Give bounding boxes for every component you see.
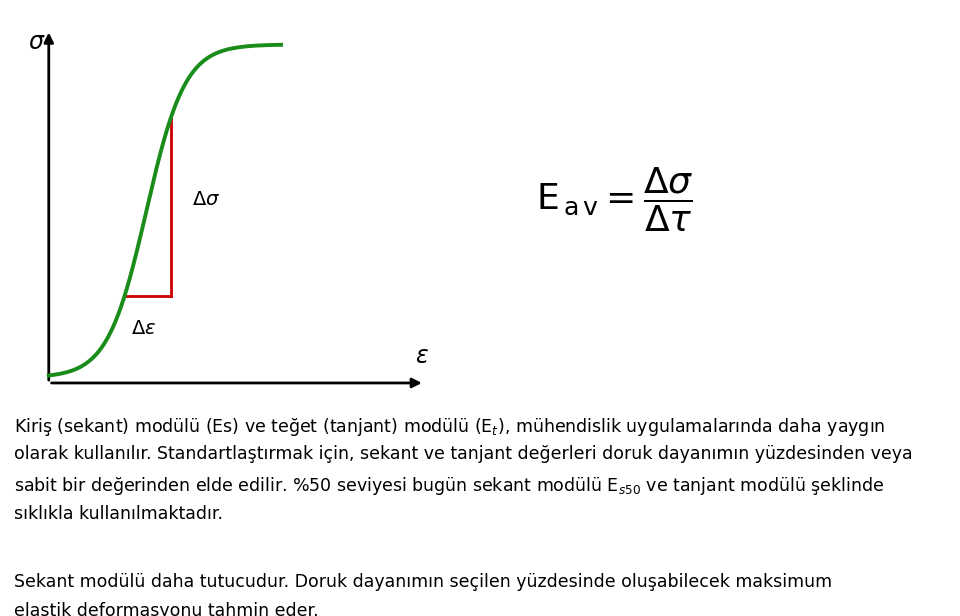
Text: Kiriş (sekant) modülü (Es) ve teğet (tanjant) modülü (E$_t$), mühendislik uygula: Kiriş (sekant) modülü (Es) ve teğet (tan… bbox=[14, 416, 886, 438]
Text: $\Delta\varepsilon$: $\Delta\varepsilon$ bbox=[131, 319, 156, 338]
Text: $\mathrm{E}_{\,\mathrm{a\,v}} = \dfrac{\Delta\sigma}{\Delta\tau}$: $\mathrm{E}_{\,\mathrm{a\,v}} = \dfrac{\… bbox=[536, 166, 693, 233]
Text: $\sigma$: $\sigma$ bbox=[28, 30, 45, 54]
Text: sıklıkla kullanılmaktadır.: sıklıkla kullanılmaktadır. bbox=[14, 505, 224, 522]
Text: Sekant modülü daha tutucudur. Doruk dayanımın seçilen yüzdesinde oluşabilecek ma: Sekant modülü daha tutucudur. Doruk daya… bbox=[14, 573, 832, 591]
Text: sabit bir değerinden elde edilir. %50 seviyesi bugün sekant modülü E$_{s50}$ ve : sabit bir değerinden elde edilir. %50 se… bbox=[14, 475, 884, 497]
Text: $\Delta\sigma$: $\Delta\sigma$ bbox=[192, 190, 221, 209]
Text: $\varepsilon$: $\varepsilon$ bbox=[415, 344, 429, 368]
Text: elastik deformasyonu tahmin eder.: elastik deformasyonu tahmin eder. bbox=[14, 602, 319, 616]
Text: olarak kullanılır. Standartlaştırmak için, sekant ve tanjant değerleri doruk day: olarak kullanılır. Standartlaştırmak içi… bbox=[14, 445, 913, 463]
